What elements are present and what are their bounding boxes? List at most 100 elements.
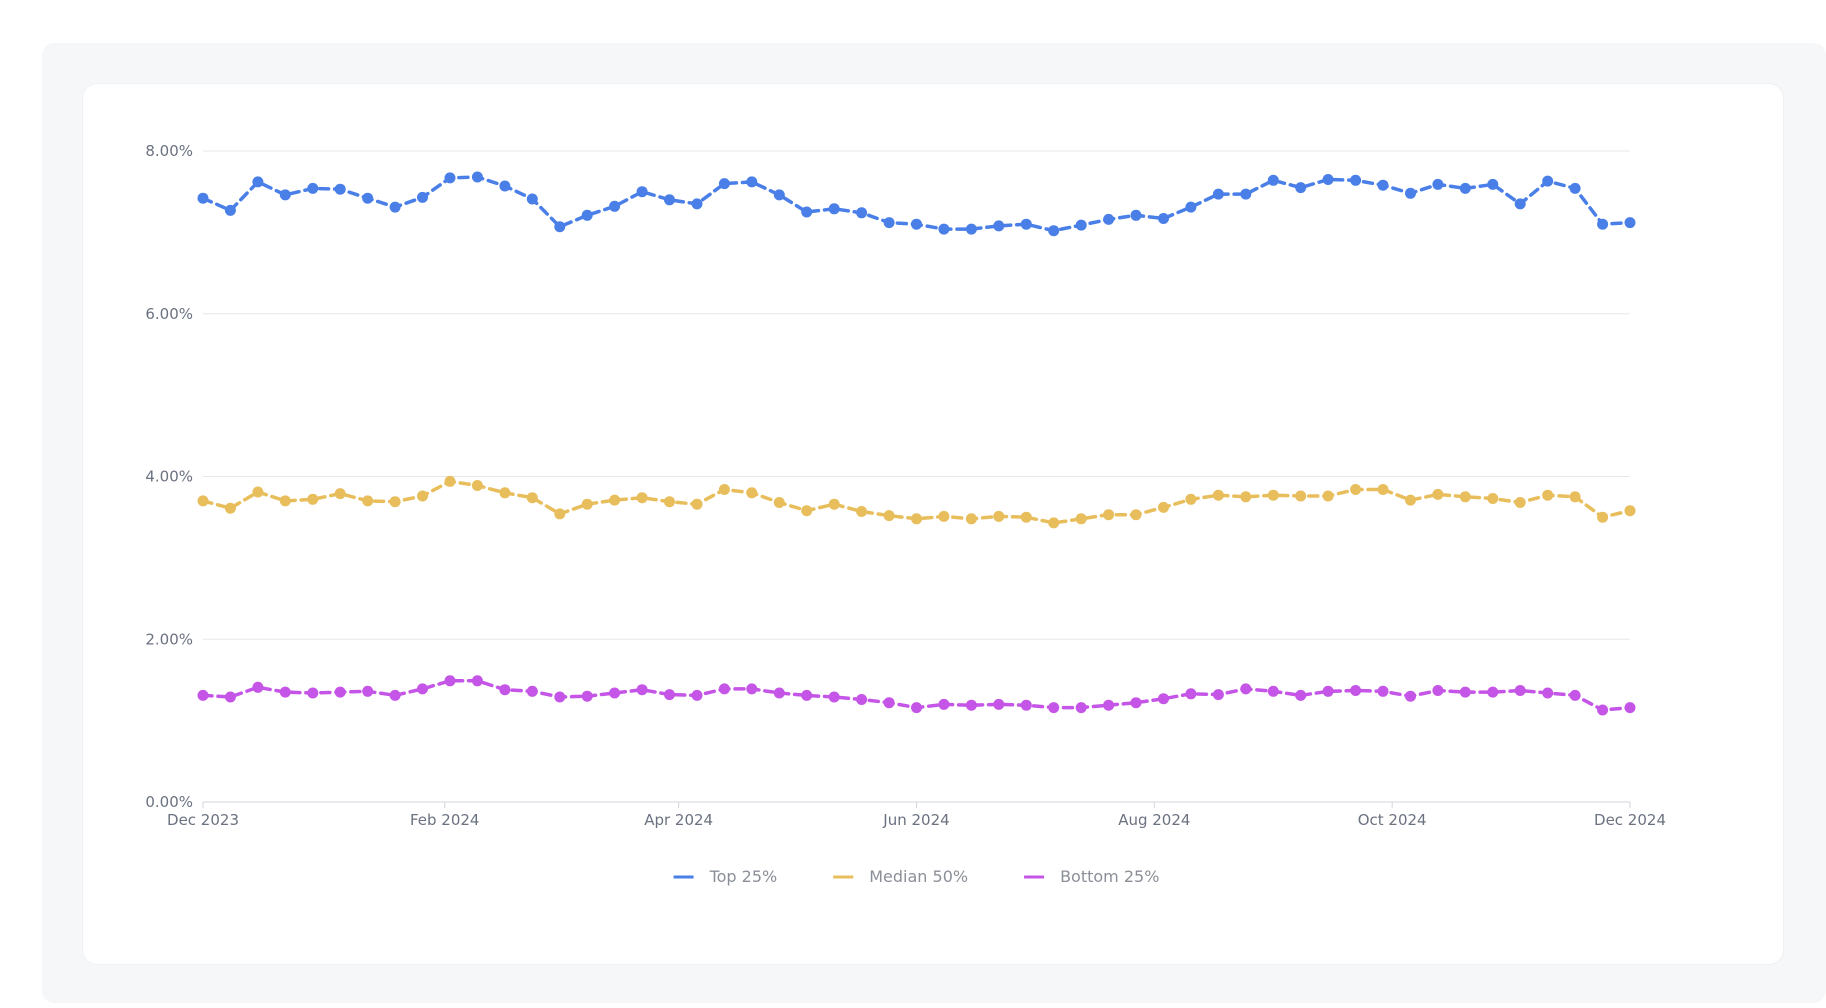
data-point xyxy=(1240,491,1252,503)
data-point xyxy=(609,494,621,506)
data-point xyxy=(526,492,538,504)
data-point xyxy=(1459,686,1471,698)
data-point xyxy=(691,689,703,701)
data-point xyxy=(1377,685,1389,697)
data-point xyxy=(1048,517,1060,529)
data-point xyxy=(1514,198,1526,210)
data-point xyxy=(993,220,1005,232)
data-point xyxy=(691,498,703,510)
data-point xyxy=(883,217,895,229)
data-point xyxy=(1130,209,1142,221)
data-point xyxy=(801,206,813,218)
data-point xyxy=(1350,484,1362,495)
data-point xyxy=(554,508,566,520)
data-point xyxy=(1075,219,1087,231)
data-point xyxy=(1350,685,1362,696)
data-point xyxy=(1597,218,1609,230)
data-point xyxy=(444,172,456,184)
data-point xyxy=(1569,182,1581,194)
legend-item: Median 50% xyxy=(833,867,968,886)
data-point xyxy=(1240,188,1252,200)
data-point xyxy=(993,510,1005,522)
data-point xyxy=(938,223,950,235)
data-point xyxy=(1295,490,1307,502)
legend-item: Bottom 25% xyxy=(1024,867,1159,886)
data-point xyxy=(307,182,319,194)
data-point xyxy=(1542,687,1554,699)
data-point xyxy=(773,497,785,508)
data-point xyxy=(1048,702,1060,714)
data-point xyxy=(828,498,840,510)
data-point xyxy=(444,475,456,487)
data-point xyxy=(965,223,977,235)
x-tick-label: Oct 2024 xyxy=(1358,811,1427,829)
data-point xyxy=(581,498,593,510)
data-point xyxy=(746,487,758,499)
legend: Top 25% Median 50% Bottom 25% xyxy=(673,867,1159,886)
data-point xyxy=(1103,213,1115,225)
data-point xyxy=(554,691,566,703)
chart-card: 0.00% 2.00% 4.00% 6.00% 8.00% Dec 2023 Feb 20… xyxy=(83,84,1783,964)
data-point xyxy=(1240,683,1252,695)
data-point xyxy=(636,684,648,696)
y-tick-label: 4.00% xyxy=(145,468,193,486)
data-point xyxy=(911,218,922,230)
data-point xyxy=(1185,201,1197,213)
data-point xyxy=(1405,494,1416,506)
data-point xyxy=(444,675,456,687)
data-point xyxy=(197,192,209,204)
data-point xyxy=(1267,174,1279,186)
data-point xyxy=(1569,689,1581,701)
data-point xyxy=(1267,685,1279,697)
data-point xyxy=(499,180,511,192)
data-point xyxy=(828,691,840,703)
data-point xyxy=(636,492,648,504)
data-point xyxy=(1048,225,1060,237)
data-point xyxy=(609,200,621,212)
data-point xyxy=(856,506,868,517)
data-point xyxy=(1405,187,1416,199)
data-point xyxy=(718,683,730,695)
data-point xyxy=(389,201,401,213)
x-tick-label: Feb 2024 xyxy=(410,811,480,829)
data-point xyxy=(1130,509,1142,521)
legend-label: Bottom 25% xyxy=(1060,867,1159,886)
data-point xyxy=(1185,688,1197,700)
data-point xyxy=(1405,690,1416,702)
series-layer xyxy=(197,171,1636,716)
data-point xyxy=(334,183,346,195)
data-point xyxy=(1487,178,1499,190)
data-point xyxy=(197,689,209,701)
data-point xyxy=(499,487,511,499)
data-point xyxy=(1020,699,1032,711)
data-point xyxy=(526,193,538,205)
data-point xyxy=(389,496,401,508)
data-point xyxy=(1432,685,1444,696)
data-point xyxy=(1514,685,1526,696)
data-point xyxy=(1459,491,1471,503)
data-point xyxy=(1103,699,1115,711)
data-point xyxy=(1295,689,1307,701)
data-point xyxy=(362,192,374,204)
data-point xyxy=(993,698,1005,710)
data-point xyxy=(1103,509,1115,521)
y-tick-label: 8.00% xyxy=(145,142,193,160)
data-point xyxy=(1514,497,1526,508)
data-point xyxy=(1432,488,1444,500)
x-tick-label: Apr 2024 xyxy=(644,811,713,829)
data-point xyxy=(1597,511,1609,523)
series-bottom-25 xyxy=(197,675,1636,716)
data-point xyxy=(1158,501,1169,513)
data-point xyxy=(334,686,346,698)
data-point xyxy=(801,505,813,517)
data-point xyxy=(362,685,374,697)
data-point xyxy=(1212,489,1224,501)
data-point xyxy=(718,178,730,190)
data-point xyxy=(609,687,621,699)
data-point xyxy=(1322,490,1334,502)
data-point xyxy=(1542,175,1554,187)
data-point xyxy=(636,186,648,198)
y-axis: 0.00% 2.00% 4.00% 6.00% 8.00% xyxy=(145,142,193,811)
data-point xyxy=(965,513,977,525)
data-point xyxy=(938,698,950,710)
